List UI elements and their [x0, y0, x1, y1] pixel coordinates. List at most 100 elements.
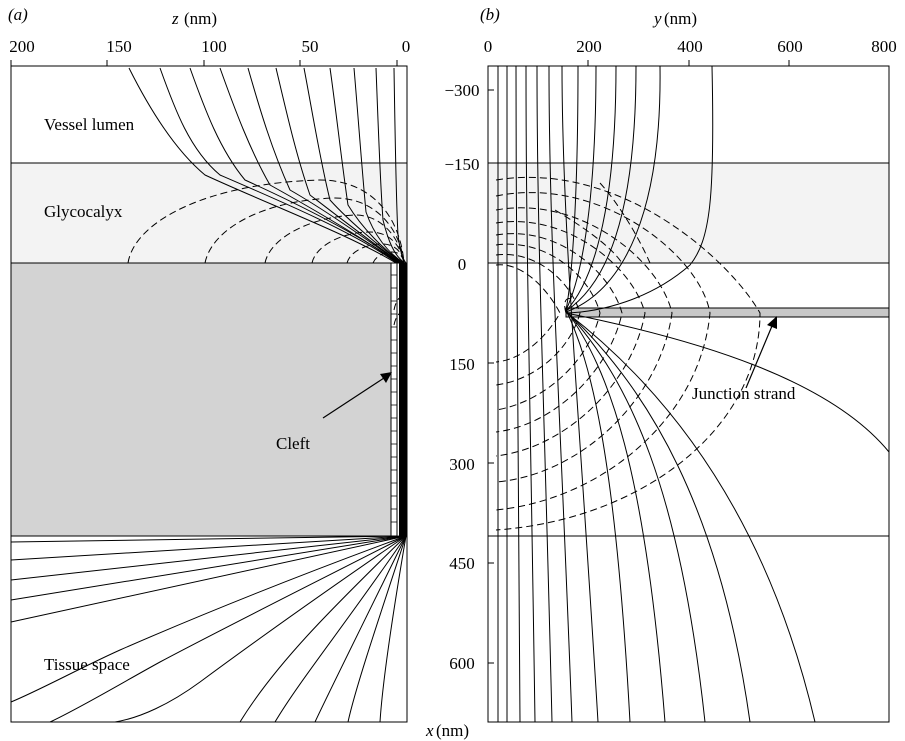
- label-glycocalyx: Glycocalyx: [44, 202, 123, 221]
- x-tick: −300: [444, 81, 479, 100]
- arrow-head: [767, 316, 777, 329]
- isobar: [495, 264, 561, 363]
- label-tissue-space: Tissue space: [44, 655, 130, 674]
- isobar: [204, 197, 405, 264]
- cleft-channel: [390, 262, 407, 537]
- streamline: [274, 535, 407, 723]
- isobar: [495, 221, 646, 457]
- streamline: [536, 65, 553, 723]
- panel-a-tick: 200: [9, 37, 35, 56]
- panel-b-axis-title: y (nm): [652, 9, 697, 28]
- panel-b-tick: 400: [677, 37, 703, 56]
- panel-b-frame: [487, 65, 890, 723]
- x-tick: 450: [449, 554, 475, 573]
- panel-b-tick: 200: [576, 37, 602, 56]
- streamline: [375, 67, 406, 264]
- panel-b-streamlines: [497, 65, 890, 723]
- streamline: [10, 535, 407, 601]
- panel-b-axis-unit: (nm): [664, 9, 697, 28]
- label-cleft: Cleft: [276, 434, 310, 453]
- isobar: [311, 231, 405, 264]
- isobar: [564, 298, 573, 314]
- streamline: [114, 535, 407, 723]
- endothelial-cell-region: [10, 262, 392, 537]
- streamline: [275, 67, 402, 264]
- streamline: [239, 535, 407, 723]
- isobar: [495, 192, 711, 511]
- streamline: [548, 65, 573, 723]
- arrow-head: [380, 372, 392, 383]
- isobar: [393, 296, 405, 311]
- streamline: [10, 535, 407, 623]
- panel-a-frame: [10, 65, 408, 723]
- junction-strand: [565, 307, 890, 318]
- streamline: [515, 65, 521, 723]
- panel-a-tick: 150: [106, 37, 132, 56]
- glycocalyx-region: [11, 163, 407, 263]
- panel-b-isobars: [495, 176, 761, 531]
- isobar: [495, 233, 623, 433]
- cleft-dense-streamlines: [399, 263, 407, 536]
- isobar: [127, 179, 405, 264]
- streamline: [10, 535, 407, 543]
- streamline: [565, 65, 666, 723]
- streamline: [10, 535, 407, 581]
- panel-b-label: (b): [480, 5, 500, 24]
- streamline: [564, 65, 816, 723]
- streamline: [565, 65, 631, 723]
- x-tick: 0: [458, 255, 467, 274]
- label-vessel-lumen: Vessel lumen: [44, 115, 135, 134]
- junction-strand-arrow: [745, 316, 777, 389]
- streamline: [247, 67, 401, 264]
- arrow-shaft: [745, 325, 773, 389]
- panel-a-axis-title: z (nm): [171, 9, 217, 28]
- streamline: [10, 535, 407, 561]
- panel-b-top-ticks: 0 200 400 600 800: [484, 37, 897, 66]
- x-tick: −150: [444, 155, 479, 174]
- x-tick: 600: [449, 654, 475, 673]
- panel-a-axis-var: z: [171, 9, 179, 28]
- panel-a-tick: 0: [402, 37, 411, 56]
- isobar: [599, 182, 651, 264]
- shared-x-axis: −300 −150 0 150 300 450 600 x (nm): [425, 81, 480, 740]
- isobar: [495, 207, 673, 483]
- label-junction-strand: Junction strand: [692, 384, 796, 403]
- isobar: [372, 251, 405, 264]
- streamline: [565, 65, 890, 453]
- streamline: [128, 67, 397, 264]
- streamline: [565, 65, 751, 723]
- streamline: [379, 535, 407, 723]
- panel-a-streamlines-lower: [10, 535, 407, 723]
- panel-a-label: (a): [8, 5, 28, 24]
- x-tick: 300: [449, 455, 475, 474]
- streamline: [314, 535, 407, 723]
- streamline: [525, 65, 536, 723]
- panel-b: (b) y (nm) 0 200 400 600 800: [480, 5, 897, 723]
- cleft-mesh-lines: [391, 274, 397, 523]
- x-tick: 150: [449, 355, 475, 374]
- panel-a: (a) z (nm) 200 150 100 50 0: [8, 5, 410, 723]
- panel-a-axis-unit: (nm): [184, 9, 217, 28]
- streamline: [561, 65, 599, 723]
- isobar: [495, 253, 581, 386]
- shared-axis-title: x (nm): [425, 721, 469, 740]
- streamline: [347, 535, 407, 723]
- streamline: [159, 67, 398, 264]
- panel-b-tick: 600: [777, 37, 803, 56]
- panel-a-top-ticks: 200 150 100 50 0: [9, 37, 410, 66]
- isobar: [495, 243, 601, 411]
- streamline: [565, 65, 706, 723]
- streamline: [219, 67, 400, 264]
- panel-b-axis-var: y: [652, 9, 662, 28]
- isobar: [554, 209, 623, 264]
- streamline: [329, 67, 404, 264]
- panel-b-tick: 0: [484, 37, 493, 56]
- streamline: [49, 535, 407, 723]
- isobar: [495, 176, 761, 531]
- panel-a-tick: 100: [201, 37, 227, 56]
- isobar: [264, 214, 405, 264]
- streamline: [10, 535, 407, 703]
- arrow-shaft: [322, 377, 385, 419]
- panel-b-tick: 800: [871, 37, 897, 56]
